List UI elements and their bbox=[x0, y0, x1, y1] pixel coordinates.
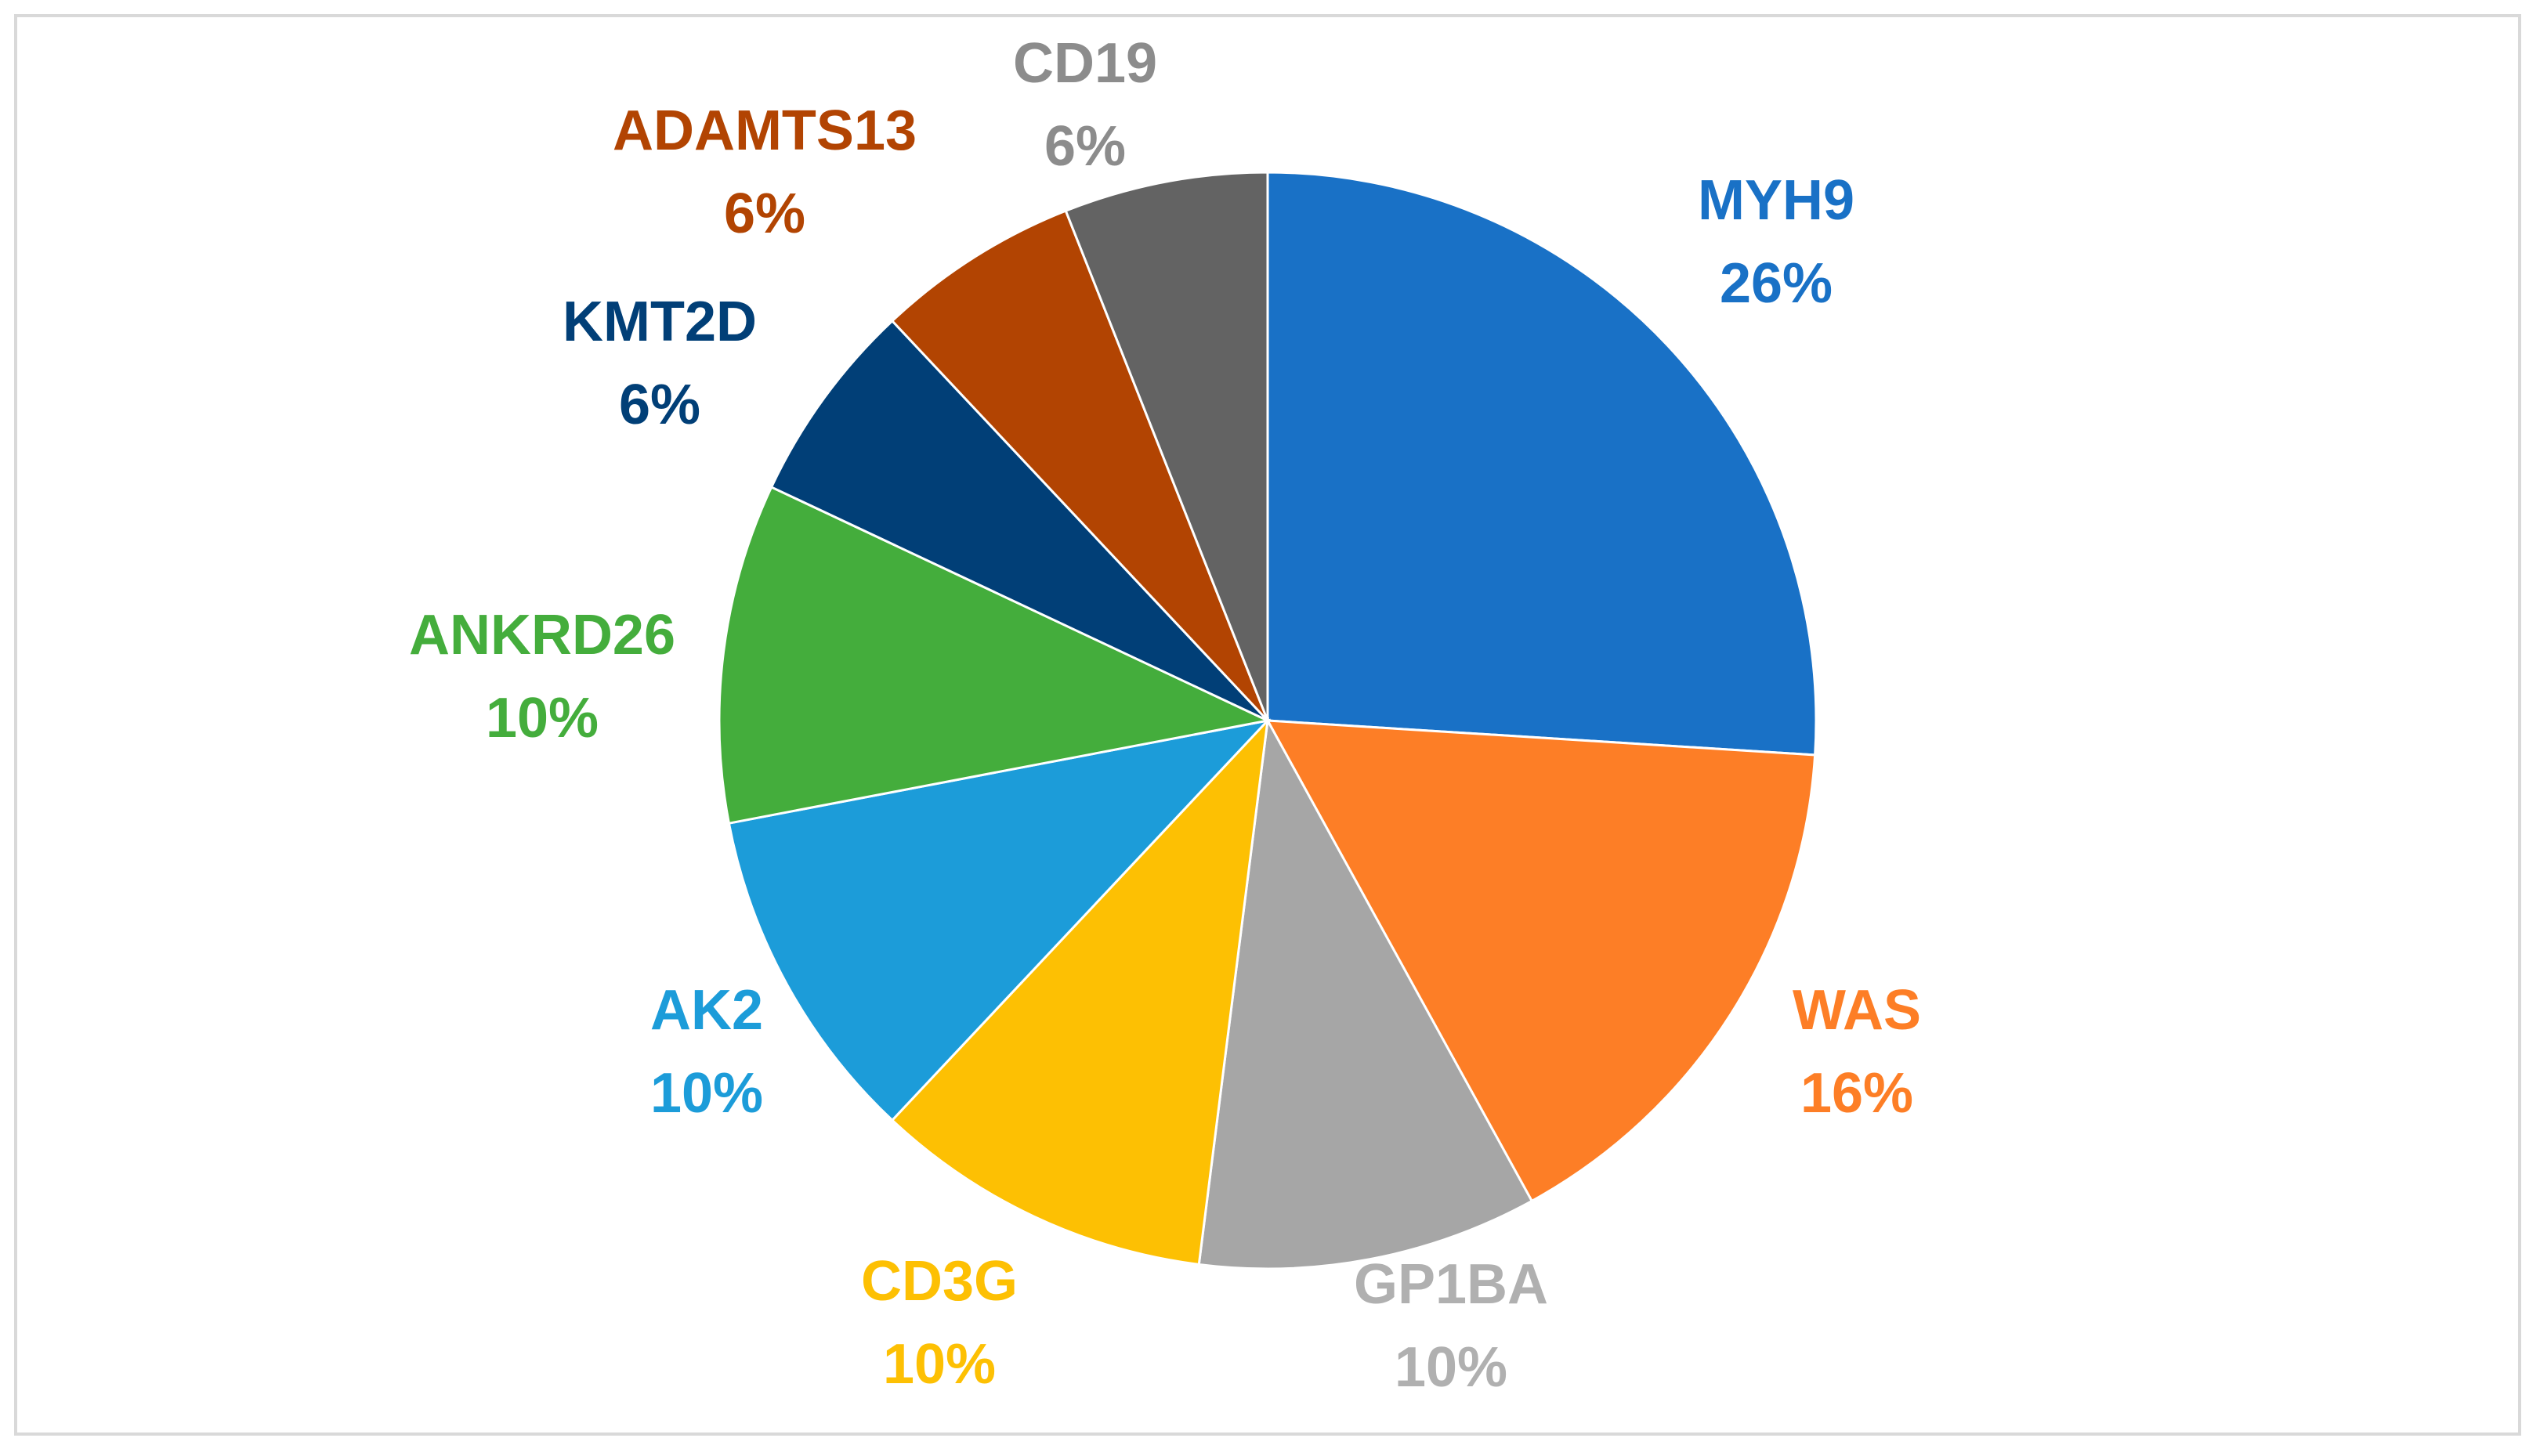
pie-slice-adamts13 bbox=[890, 209, 1269, 722]
data-label-percent: 16% bbox=[1800, 1062, 1913, 1125]
data-label-name: ANKRD26 bbox=[409, 604, 675, 667]
data-label-name: MYH9 bbox=[1698, 169, 1854, 232]
pie-slice-was bbox=[1265, 719, 1817, 1203]
data-label-percent: 10% bbox=[1395, 1336, 1507, 1399]
data-label-percent: 6% bbox=[619, 374, 700, 436]
data-label-name: ADAMTS13 bbox=[613, 99, 917, 162]
data-label-cd19: CD19 6% bbox=[1013, 32, 1157, 178]
pie-chart: MYH9 26%WAS 16%GP1BA 10%CD3G 10%AK2 10%ANKRD2… bbox=[409, 32, 1921, 1399]
data-label-percent: 10% bbox=[486, 687, 599, 750]
data-label-gp1ba: GP1BA 10% bbox=[1354, 1253, 1548, 1399]
data-label-kmt2d: KMT2D 6% bbox=[563, 291, 757, 436]
data-label-name: WAS bbox=[1793, 979, 1921, 1042]
pie-labels: MYH9 26%WAS 16%GP1BA 10%CD3G 10%AK2 10%ANKRD2… bbox=[409, 32, 1921, 1399]
pie-slice-kmt2d bbox=[769, 319, 1269, 722]
data-label-cd3g: CD3G 10% bbox=[861, 1250, 1018, 1396]
data-label-ankrd26: ANKRD26 10% bbox=[409, 604, 675, 750]
data-label-ak2: AK2 10% bbox=[650, 979, 763, 1125]
data-label-percent: 6% bbox=[1044, 115, 1126, 178]
data-label-adamts13: ADAMTS13 6% bbox=[613, 99, 917, 245]
data-label-myh9: MYH9 26% bbox=[1698, 169, 1854, 315]
data-label-name: CD19 bbox=[1013, 32, 1157, 95]
pie-slice-ankrd26 bbox=[718, 485, 1272, 825]
data-label-percent: 10% bbox=[883, 1333, 996, 1396]
data-label-name: GP1BA bbox=[1354, 1253, 1548, 1316]
data-label-name: KMT2D bbox=[563, 291, 757, 353]
chart-frame: MYH9 26% WAS 16% GP1BA 10% CD3G 10% AK2 10% ANKRD2… bbox=[14, 14, 2521, 1436]
data-label-percent: 26% bbox=[1720, 252, 1833, 315]
data-label-name: CD3G bbox=[861, 1250, 1018, 1313]
pie-slice-cd19 bbox=[1064, 171, 1269, 721]
data-label-percent: 10% bbox=[650, 1062, 763, 1125]
data-label-name: AK2 bbox=[650, 979, 763, 1042]
pie-slice-gp1ba bbox=[1197, 717, 1534, 1270]
data-label-was: WAS 16% bbox=[1793, 979, 1921, 1125]
data-label-percent: 6% bbox=[724, 182, 805, 245]
pie-slice-ak2 bbox=[727, 718, 1272, 1122]
pie-slices bbox=[718, 171, 1818, 1270]
pie-slice-myh9 bbox=[1266, 171, 1818, 757]
pie-slice-cd3g bbox=[890, 717, 1270, 1266]
